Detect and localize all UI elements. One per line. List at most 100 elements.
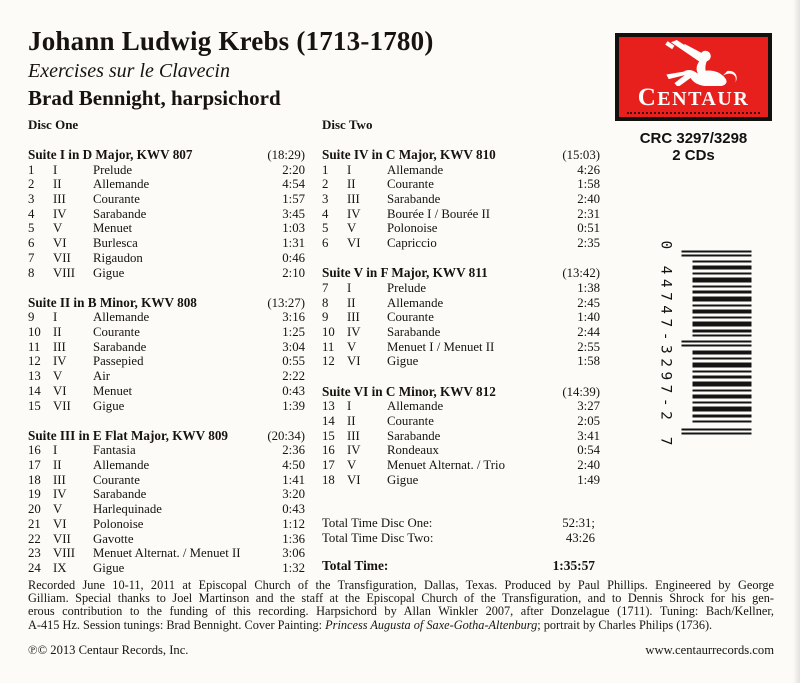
logo-dotted-line: [627, 112, 760, 114]
track-title: Gigue: [387, 472, 419, 487]
track-time: 2:22: [282, 369, 305, 384]
track-time: 2:35: [577, 236, 600, 251]
track-time: 1:03: [282, 221, 305, 236]
track-time: 2:36: [282, 443, 305, 458]
suite-title: Suite III in E Flat Major, KWV 809: [28, 427, 229, 443]
track-movement: VI: [53, 236, 67, 251]
disc-count: 2 CDs: [672, 147, 715, 164]
track-time: 0:46: [282, 250, 305, 265]
track-time: 4:50: [282, 458, 305, 473]
track-movement: III: [53, 192, 66, 207]
track-time: 2:44: [577, 325, 600, 340]
track-time: 3:20: [282, 487, 305, 502]
track-title: Harlequinade: [93, 502, 162, 517]
track-row: 2 II Allemande 4:54: [28, 177, 305, 192]
track-number: 21: [28, 516, 41, 531]
track-number: 16: [28, 443, 41, 458]
track-row: 15 VII Gigue 1:39: [28, 399, 305, 414]
track-row: 1 I Allemande 4:26: [322, 163, 600, 178]
track-title: Allemande: [93, 310, 150, 325]
total-label: Total Time Disc One:: [322, 516, 433, 531]
track-row: 3 III Courante 1:57: [28, 192, 305, 207]
track-number: 1: [322, 162, 329, 177]
track-row: 6 VI Burlesca 1:31: [28, 236, 305, 251]
track-number: 6: [322, 236, 329, 251]
track-title: Menuet I / Menuet II: [387, 339, 495, 354]
track-number: 18: [28, 472, 41, 487]
track-title: Fantasia: [93, 443, 136, 458]
track-title: Allemande: [387, 399, 444, 414]
track-number: 15: [28, 398, 41, 413]
suite-title: Suite II in B Minor, KWV 808: [28, 294, 197, 310]
track-movement: II: [53, 177, 62, 192]
track-movement: V: [347, 458, 357, 473]
track-movement: VII: [53, 398, 71, 413]
track-movement: VIII: [53, 546, 76, 561]
disc-one-column: Disc One Suite I in D Major, KWV 807 (18…: [28, 118, 305, 576]
suite-block: Suite VI in C Minor, KWV 812 (14:39) 13 …: [322, 384, 600, 488]
centaur-logo: CENTAUR: [615, 33, 772, 121]
track-title: Air: [93, 369, 111, 384]
footer: ℗© 2013 Centaur Records, Inc. www.centau…: [28, 643, 774, 658]
track-row: 8 VIII Gigue 2:10: [28, 266, 305, 281]
track-number: 9: [322, 310, 329, 325]
track-number: 5: [28, 221, 35, 236]
track-title: Menuet Alternat. / Trio: [387, 458, 506, 473]
track-time: 2:55: [577, 339, 600, 354]
track-title: Courante: [387, 310, 434, 325]
credits-line: erous contribution to the funding of thi…: [28, 604, 774, 619]
track-number: 5: [322, 221, 329, 236]
track-title: Rigaudon: [93, 250, 143, 265]
production-credits: Recorded June 10-11, 2011 at Episcopal C…: [28, 578, 774, 632]
track-movement: I: [53, 310, 58, 325]
track-movement: III: [347, 428, 360, 443]
track-number: 11: [322, 339, 335, 354]
track-number: 8: [28, 265, 35, 280]
credits-text: ; portrait by Charles Philips (1736).: [537, 617, 713, 632]
track-movement: I: [53, 443, 58, 458]
track-row: 4 IV Bourée I / Bourée II 2:31: [322, 207, 600, 222]
track-number: 2: [322, 177, 329, 192]
track-movement: I: [347, 399, 352, 414]
track-movement: V: [53, 221, 63, 236]
track-time: 3:27: [577, 399, 600, 414]
total-row-disc-one: Total Time Disc One: 52:31;: [322, 516, 600, 531]
total-label: Total Time Disc Two:: [322, 531, 434, 546]
track-time: 1:41: [282, 472, 305, 487]
track-time: 1:25: [282, 325, 305, 340]
track-number: 15: [322, 428, 335, 443]
track-movement: II: [53, 325, 62, 340]
track-row: 10 IV Sarabande 2:44: [322, 325, 600, 340]
suite-duration: (13:42): [562, 266, 600, 281]
track-row: 17 II Allemande 4:50: [28, 458, 305, 473]
track-movement: I: [347, 162, 352, 177]
cover-painting-title: Princess Augusta of Saxe-Gotha-Altenburg: [325, 617, 538, 632]
track-time: 1:32: [282, 560, 305, 575]
track-movement: V: [53, 502, 63, 517]
track-row: 11 III Sarabande 3:04: [28, 340, 305, 355]
track-title: Passepied: [93, 354, 144, 369]
track-number: 17: [322, 458, 335, 473]
track-row: 9 III Courante 1:40: [322, 310, 600, 325]
suite-block: Suite II in B Minor, KWV 808 (13:27) 9 I…: [28, 294, 305, 414]
track-movement: IV: [347, 443, 361, 458]
centaur-icon: [664, 40, 737, 86]
track-number: 18: [322, 472, 335, 487]
track-movement: VI: [53, 516, 67, 531]
credits-line: A-415 Hz. Session tunings: Brad Bennight…: [28, 617, 774, 632]
album-subtitle: Exercises sur le Clavecin: [28, 60, 230, 82]
track-time: 0:43: [282, 383, 305, 398]
track-title: Sarabande: [387, 428, 441, 443]
track-title: Burlesca: [93, 236, 138, 251]
track-number: 14: [28, 383, 41, 398]
track-list: 7 I Prelude 1:38 8 II Allemande 2:45 9 I…: [322, 281, 600, 369]
suite-header: Suite VI in C Minor, KWV 812 (14:39): [322, 384, 600, 400]
track-row: 7 VII Rigaudon 0:46: [28, 251, 305, 266]
track-row: 16 IV Rondeaux 0:54: [322, 443, 600, 458]
track-movement: VIII: [53, 265, 76, 280]
track-movement: III: [53, 339, 66, 354]
track-time: 0:54: [577, 443, 600, 458]
track-movement: II: [53, 458, 62, 473]
track-movement: IV: [347, 325, 361, 340]
suite-duration: (20:34): [267, 428, 305, 443]
